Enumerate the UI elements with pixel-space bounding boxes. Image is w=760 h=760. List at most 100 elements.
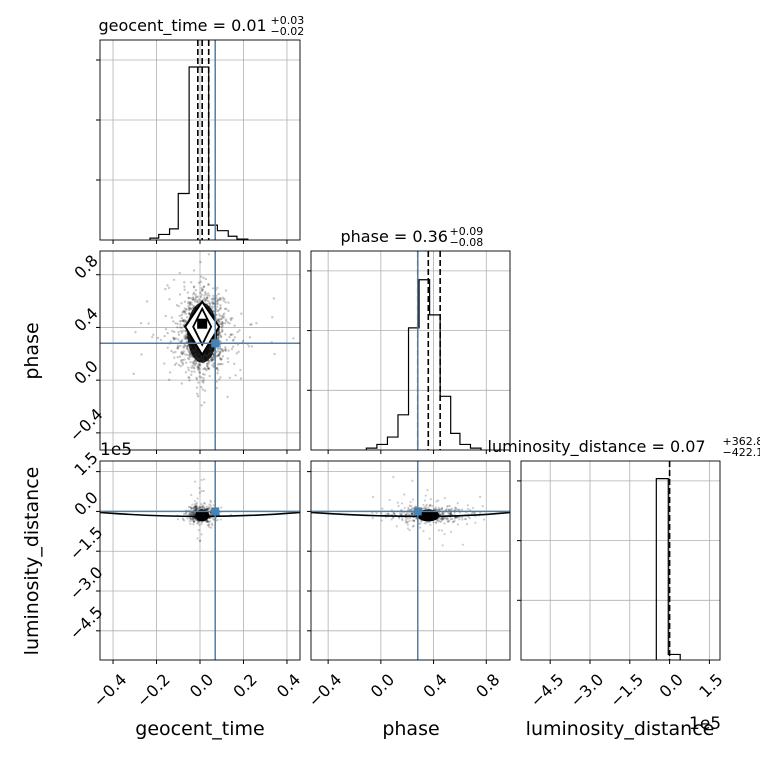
sample-point — [188, 355, 191, 358]
sample-point — [183, 318, 186, 322]
y-tick-label: 0.4 — [70, 304, 101, 335]
sample-point — [192, 520, 195, 523]
sample-point — [212, 518, 215, 521]
sample-point — [271, 316, 274, 319]
sample-point — [174, 337, 178, 340]
sample-point — [203, 401, 206, 404]
sample-point — [206, 366, 210, 370]
sample-point — [208, 294, 211, 298]
sample-point — [407, 517, 410, 520]
sample-point — [212, 358, 215, 361]
sample-point — [410, 512, 413, 515]
sample-point — [426, 506, 429, 510]
sample-point — [180, 352, 184, 356]
sample-point — [190, 366, 193, 369]
panel-content — [100, 251, 300, 450]
sample-point — [189, 522, 192, 525]
sample-point — [203, 300, 207, 303]
sample-point — [456, 523, 459, 526]
sample-point — [179, 323, 182, 326]
sample-point — [221, 316, 224, 319]
sample-point — [206, 364, 209, 368]
sample-point — [188, 306, 191, 309]
x-tick-label: 0.8 — [472, 670, 503, 701]
sample-point — [219, 322, 222, 326]
sample-point — [219, 350, 222, 353]
sample-point — [215, 386, 218, 390]
sample-point — [397, 504, 400, 508]
panel-content — [100, 461, 300, 660]
sample-point — [189, 518, 192, 521]
sample-point — [400, 513, 403, 516]
sample-point — [211, 522, 214, 525]
sample-point — [396, 501, 399, 504]
sample-point — [437, 499, 440, 502]
sample-point — [404, 513, 407, 517]
sample-point — [205, 508, 209, 511]
sample-point — [392, 475, 395, 479]
x-tick-label: 0.4 — [273, 670, 304, 701]
sample-point — [398, 517, 401, 520]
sample-point — [175, 362, 178, 365]
sample-point — [411, 519, 414, 522]
sample-point — [458, 508, 461, 511]
title-lower-error: −422.11 — [723, 446, 760, 459]
sample-point — [448, 508, 451, 511]
sample-point — [164, 314, 167, 318]
sample-point — [210, 356, 214, 360]
sample-point — [180, 331, 184, 334]
sample-point — [189, 302, 192, 305]
sample-point — [250, 345, 254, 348]
sample-point — [177, 338, 180, 341]
sample-point — [180, 326, 183, 330]
sample-point — [220, 348, 223, 351]
sample-point — [292, 337, 295, 340]
sample-point — [216, 363, 220, 366]
density-core — [417, 509, 440, 522]
sample-point — [199, 275, 203, 278]
sample-point — [203, 367, 206, 370]
sample-point — [196, 367, 200, 370]
sample-point — [428, 505, 431, 508]
sample-point — [414, 517, 417, 520]
sample-point — [185, 308, 188, 311]
sample-point — [182, 350, 186, 353]
sample-point — [461, 518, 464, 521]
sample-point — [186, 366, 190, 369]
sample-point — [463, 518, 467, 521]
sample-point — [438, 508, 442, 511]
sample-point — [218, 297, 222, 300]
sample-point — [188, 376, 191, 379]
sample-point — [220, 320, 224, 324]
sample-point — [176, 347, 179, 350]
sample-point — [468, 508, 472, 511]
sample-point — [224, 333, 227, 336]
sample-point — [202, 367, 205, 371]
sample-point — [232, 362, 236, 366]
sample-point — [204, 277, 208, 281]
sample-point — [205, 296, 209, 299]
sample-point — [449, 512, 452, 515]
sample-point — [205, 297, 208, 300]
x-tick-label: −4.5 — [527, 670, 568, 711]
sample-point — [238, 329, 241, 332]
sample-point — [226, 360, 230, 364]
sample-point — [197, 507, 201, 510]
sample-point — [200, 533, 203, 536]
sample-point — [202, 276, 205, 280]
sample-point — [179, 326, 182, 329]
sample-point — [182, 319, 185, 322]
sample-point — [183, 300, 187, 303]
sample-point — [429, 498, 432, 501]
sample-point — [223, 307, 227, 311]
sample-point — [181, 517, 184, 520]
sample-point — [418, 522, 421, 525]
sample-point — [184, 335, 188, 338]
sample-point — [206, 524, 209, 527]
sample-point — [212, 353, 215, 356]
sample-point — [216, 369, 220, 372]
diag-panel-luminosity_distance: −4.5−3.0−1.5 0.0 1.5 — [517, 460, 727, 711]
sample-point — [172, 337, 176, 340]
sample-point — [194, 364, 197, 367]
sample-point — [185, 345, 189, 349]
